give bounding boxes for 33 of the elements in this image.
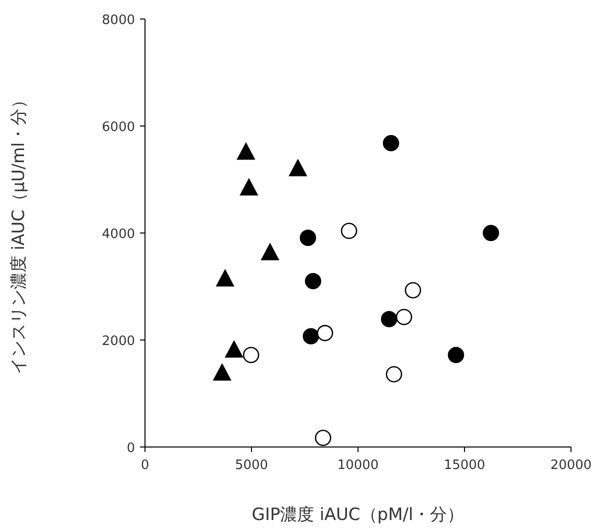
point [288, 159, 307, 176]
point [448, 346, 464, 364]
point [382, 134, 400, 152]
point [304, 273, 322, 290]
point [314, 430, 332, 446]
x-tick-label: 20000 [550, 458, 592, 473]
point [316, 324, 334, 342]
point [396, 308, 412, 326]
point [261, 243, 280, 260]
point [242, 346, 260, 364]
point [225, 340, 244, 358]
x-tick-label: 0 [140, 458, 150, 473]
x-tick-label: 5000 [234, 458, 268, 473]
y-tick-label: 8000 [102, 13, 135, 28]
y-tick-label: 6000 [102, 120, 135, 135]
x-tick-label: 15000 [444, 458, 486, 473]
point [380, 310, 398, 328]
point [213, 364, 232, 381]
point [482, 224, 500, 242]
y-tick-label: 4000 [102, 227, 135, 242]
y-tick-label: 2000 [102, 334, 135, 349]
y-axis-title: インスリン濃度 iAUC（μU/ml・分） [9, 91, 29, 375]
x-axis-title: GIP濃度 iAUC（pM/l・分） [252, 505, 464, 525]
point [340, 222, 358, 240]
point [240, 178, 258, 196]
point [386, 366, 402, 382]
point [302, 328, 320, 344]
point [236, 142, 255, 160]
x-tick-label: 10000 [337, 458, 379, 473]
point [300, 230, 316, 246]
y-tick-label: 0 [126, 441, 135, 456]
point [216, 270, 234, 287]
point [404, 282, 422, 298]
